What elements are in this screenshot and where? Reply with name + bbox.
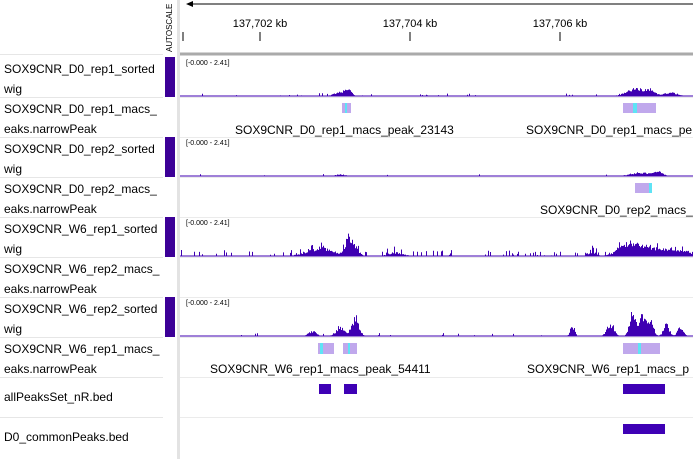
ruler-graphics: [180, 1, 693, 56]
peak-features: [342, 103, 656, 113]
data-range-label: [-0.000 - 2.41]: [186, 140, 230, 147]
track-name-w6-rep2-narrowpeak[interactable]: SOX9CNR_W6_rep2_macs_ eaks.narrowPeak: [4, 262, 160, 296]
autoscale-attribute-w6-rep1[interactable]: [165, 217, 175, 257]
track-w6-rep2-wig[interactable]: [-0.000 - 2.41]: [180, 297, 693, 337]
ruler-tick-label: 137,702 kb: [232, 18, 288, 30]
panel-divider[interactable]: [177, 0, 180, 459]
ruler-tick-label: 137,704 kb: [382, 18, 438, 30]
track-name-d0-rep1-wig[interactable]: SOX9CNR_D0_rep1_sorted wig: [4, 62, 155, 96]
peak-feature[interactable]: [623, 343, 660, 354]
track-name-w6-rep1-wig[interactable]: SOX9CNR_W6_rep1_sorted wig: [4, 222, 158, 256]
track-allpeaks-bed[interactable]: [180, 377, 693, 417]
peak-features: [318, 343, 660, 354]
peak-feature[interactable]: [635, 183, 651, 193]
track-separator: [180, 297, 693, 298]
ruler-tick-label: 137,706 kb: [532, 18, 588, 30]
track-d0-common-bed[interactable]: [180, 417, 693, 459]
track-separator: [0, 177, 163, 178]
track-d0-rep1-narrowpeak[interactable]: SOX9CNR_D0_rep1_macs_peak_23143 SOX9CNR_…: [180, 97, 693, 137]
track-w6-rep1-narrowpeak[interactable]: SOX9CNR_W6_rep1_macs_peak_54411 SOX9CNR_…: [180, 337, 693, 377]
peak-label: SOX9CNR_W6_rep1_macs_p: [527, 362, 690, 376]
autoscale-attribute-d0-rep2[interactable]: [165, 137, 175, 177]
autoscale-label: AUTOSCALE: [165, 4, 174, 52]
arrow-left-icon: [186, 1, 193, 7]
track-d0-rep2-narrowpeak[interactable]: SOX9CNR_D0_rep2_macs_: [180, 177, 693, 217]
track-w6-rep1-wig[interactable]: [-0.000 - 2.41]: [180, 217, 693, 257]
bed-feature[interactable]: [344, 384, 357, 394]
bed-feature[interactable]: [623, 384, 665, 394]
track-w6-rep2-narrowpeak[interactable]: [180, 257, 693, 297]
track-separator: [180, 137, 693, 138]
track-separator: [180, 177, 693, 178]
peak-summit: [638, 343, 641, 354]
track-separator: [0, 257, 163, 258]
peak-label: SOX9CNR_D0_rep1_macs_peak_23143: [235, 123, 454, 137]
peak-label: SOX9CNR_D0_rep2_macs_: [540, 203, 693, 217]
data-range-label: [-0.000 - 2.41]: [186, 60, 230, 67]
signal-area: [180, 312, 693, 336]
bed-features: [319, 384, 665, 394]
track-separator: [0, 417, 163, 418]
track-name-panel: SOX9CNR_D0_rep1_sorted wig SOX9CNR_D0_re…: [0, 0, 163, 459]
track-separator: [180, 377, 693, 378]
header-separator: [0, 54, 163, 55]
attribute-column: AUTOSCALE: [163, 0, 177, 459]
bed-feature[interactable]: [623, 424, 665, 434]
track-name-d0-rep1-narrowpeak[interactable]: SOX9CNR_D0_rep1_macs_ eaks.narrowPeak: [4, 102, 157, 136]
peak-features: [635, 183, 652, 193]
peak-feature[interactable]: [623, 103, 656, 113]
peak-summit: [649, 183, 652, 193]
track-separator: [180, 97, 693, 98]
track-separator: [180, 417, 693, 418]
track-name-d0-rep2-narrowpeak[interactable]: SOX9CNR_D0_rep2_macs_ eaks.narrowPeak: [4, 182, 157, 216]
data-range-label: [-0.000 - 2.41]: [186, 220, 230, 227]
peak-summit: [320, 343, 323, 354]
track-separator: [0, 217, 163, 218]
track-separator: [180, 337, 693, 338]
track-name-allpeaks-bed[interactable]: allPeaksSet_nR.bed: [4, 390, 113, 404]
signal-plot: [180, 171, 693, 177]
signal-plot: [180, 88, 693, 97]
track-separator: [0, 337, 163, 338]
autoscale-attribute-w6-rep2[interactable]: [165, 297, 175, 337]
bed-feature[interactable]: [319, 384, 331, 394]
track-separator: [0, 137, 163, 138]
signal-plot: [180, 312, 693, 337]
track-name-d0-rep2-wig[interactable]: SOX9CNR_D0_rep2_sorted wig: [4, 142, 155, 176]
track-d0-rep2-wig[interactable]: [-0.000 - 2.41]: [180, 137, 693, 177]
bed-features: [623, 424, 665, 434]
peak-summit: [348, 343, 350, 354]
signal-area: [180, 233, 693, 256]
track-separator: [180, 217, 693, 218]
signal-area: [180, 88, 693, 96]
peak-summit: [633, 103, 637, 113]
track-name-d0-common-bed[interactable]: D0_commonPeaks.bed: [4, 430, 129, 444]
peak-label: SOX9CNR_W6_rep1_macs_peak_54411: [210, 362, 431, 376]
autoscale-attribute-d0-rep1[interactable]: [165, 57, 175, 97]
data-range-label: [-0.000 - 2.41]: [186, 300, 230, 307]
track-separator: [0, 377, 163, 378]
peak-label: SOX9CNR_D0_rep1_macs_pe: [526, 123, 693, 137]
data-panel: 137,702 kb 137,704 kb 137,706 kb [-0.000…: [180, 0, 693, 459]
peak-feature[interactable]: [318, 343, 334, 354]
signal-plot: [180, 233, 693, 257]
track-name-w6-rep2-wig[interactable]: SOX9CNR_W6_rep2_sorted wig: [4, 302, 158, 336]
ruler[interactable]: 137,702 kb 137,704 kb 137,706 kb: [180, 0, 693, 56]
track-d0-rep1-wig[interactable]: [-0.000 - 2.41]: [180, 57, 693, 97]
track-separator: [0, 97, 163, 98]
track-separator: [0, 297, 163, 298]
peak-summit: [345, 103, 347, 113]
autoscale-header[interactable]: AUTOSCALE: [163, 0, 177, 56]
track-name-w6-rep1-narrowpeak[interactable]: SOX9CNR_W6_rep1_macs_ eaks.narrowPeak: [4, 342, 160, 376]
signal-area: [180, 171, 693, 176]
track-separator: [180, 257, 693, 258]
